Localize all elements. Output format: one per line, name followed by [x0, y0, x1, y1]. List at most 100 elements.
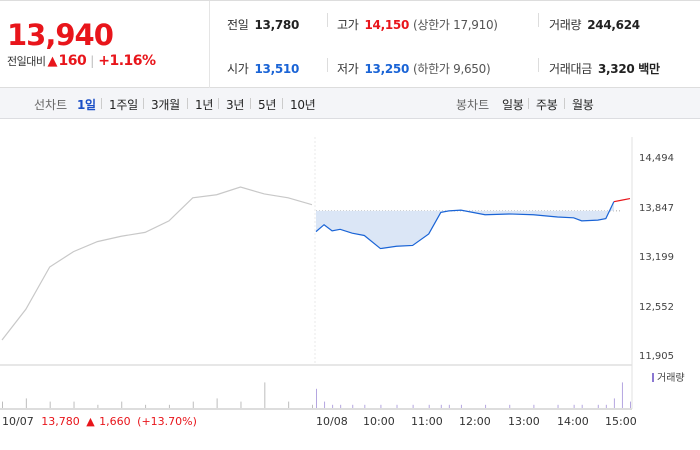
divider	[538, 13, 539, 27]
volume-bar-today	[332, 404, 334, 408]
volume-bar-prev	[288, 401, 290, 408]
up-arrow-icon: ▲	[47, 53, 58, 69]
divider	[327, 58, 328, 72]
volume-legend-label: 거래량	[657, 372, 685, 384]
divider	[327, 13, 328, 27]
volume-bar-today	[621, 382, 623, 408]
tab-1week[interactable]: 1주일	[109, 98, 138, 112]
tab-weekly-candle[interactable]: 주봉	[536, 98, 558, 112]
tab-divider	[143, 98, 144, 109]
candle-chart-label: 봉차트	[456, 98, 490, 112]
stat-value: 13,510	[254, 62, 299, 76]
stat-label: 고가	[337, 18, 359, 32]
current-price: 13,940	[7, 18, 114, 52]
tab-3years[interactable]: 3년	[226, 98, 245, 112]
volume-bar-prev	[145, 404, 147, 408]
x-tick-label: 14:00	[557, 415, 589, 428]
volume-bar-prev	[192, 401, 194, 408]
tab-monthly-candle[interactable]: 월봉	[572, 98, 594, 112]
stat-trade-amount: 거래대금 3,320 백만	[549, 60, 660, 77]
quote-summary: 13,940 전일대비 ▲ 160 | +1.16% 전일 13,780 고가 14…	[0, 0, 700, 89]
volume-bar-prev	[216, 398, 218, 408]
up-arrow-icon: ▲	[86, 415, 95, 428]
tab-10years[interactable]: 10년	[290, 98, 316, 112]
price-chart[interactable]: 14,494 13,847 13,199 12,552 11,905 거래량 1…	[0, 119, 700, 450]
x-tick-label: 13:00	[508, 415, 540, 428]
volume-bar-today	[448, 404, 450, 408]
volume-bar-today	[557, 404, 559, 408]
prev-day-info: 10/07 13,780 ▲ 1,660 (+13.70%)	[2, 415, 197, 428]
volume-bar-today	[352, 404, 354, 408]
stat-label: 저가	[337, 62, 359, 76]
tab-5years[interactable]: 5년	[258, 98, 277, 112]
change-value: 160	[58, 53, 87, 69]
stat-label: 시가	[227, 62, 249, 76]
today-line-down	[315, 201, 615, 250]
line-chart-label: 선차트	[34, 98, 68, 112]
divider	[538, 58, 539, 72]
prev-day-close: 13,780	[41, 415, 80, 428]
price-box: 13,940 전일대비 ▲ 160 | +1.16%	[0, 1, 210, 89]
volume-bar-today	[316, 388, 317, 408]
volume-bar-today	[364, 404, 366, 408]
stat-volume: 거래량 244,624	[549, 16, 640, 33]
stat-value: 14,150	[364, 18, 409, 32]
change-label: 전일대비	[7, 55, 46, 68]
y-axis: 14,494 13,847 13,199 12,552 11,905	[639, 153, 674, 362]
volume-bar-today	[509, 404, 511, 408]
prev-day-change: 1,660	[99, 415, 131, 428]
tab-daily-candle[interactable]: 일봉	[502, 98, 524, 112]
tab-1day[interactable]: 1일	[77, 98, 96, 112]
today-fill-area	[316, 201, 614, 249]
change-percent: +1.16%	[98, 53, 156, 69]
y-tick-label: 13,847	[639, 203, 674, 214]
stat-value: 13,780	[254, 18, 299, 32]
x-tick-label: 10:00	[363, 415, 395, 428]
volume-bars	[2, 382, 631, 408]
separator: |	[90, 54, 95, 68]
x-tick-label: 12:00	[459, 415, 491, 428]
volume-bar-today	[605, 404, 607, 408]
x-tick-label: 15:00	[605, 415, 637, 428]
volume-bar-today	[630, 401, 631, 408]
prev-day-line	[1, 186, 313, 341]
stat-value: 3,320 백만	[597, 62, 660, 76]
tab-divider	[101, 98, 102, 109]
volume-legend: 거래량	[652, 372, 685, 384]
volume-bar-prev	[73, 401, 75, 408]
volume-bar-prev	[168, 404, 170, 408]
volume-bar-today	[613, 398, 615, 408]
stat-prev-close: 전일 13,780	[227, 16, 299, 33]
tab-divider	[528, 98, 529, 109]
tab-3months[interactable]: 3개월	[151, 98, 180, 112]
volume-bar-prev	[49, 401, 51, 408]
tab-divider	[187, 98, 188, 109]
x-tick-label: 11:00	[411, 415, 443, 428]
plot-area	[1, 186, 631, 341]
chart-period-tabs: 선차트 1일 1주일 3개월 1년 3년 5년 10년 봉차트 일봉 주봉 월봉	[0, 88, 700, 119]
x-axis: 10/08 10:00 11:00 12:00 13:00 14:00 15:0…	[316, 415, 637, 428]
stat-label: 거래량	[549, 18, 582, 32]
today-line-up	[613, 197, 631, 203]
volume-bar-today	[533, 404, 535, 408]
tab-divider	[282, 98, 283, 109]
stat-value: 244,624	[587, 18, 640, 32]
volume-bar-today	[440, 404, 442, 408]
volume-bar-today	[340, 404, 342, 408]
volume-bar-today	[581, 404, 583, 408]
volume-bar-prev	[97, 404, 99, 408]
prev-day-date: 10/07	[2, 415, 34, 428]
prev-day-pct: (+13.70%)	[137, 415, 197, 428]
volume-bar-prev	[25, 398, 27, 408]
volume-bar-prev	[240, 401, 242, 408]
tab-divider	[564, 98, 565, 109]
stat-extra: (하한가 9,650)	[413, 62, 491, 76]
volume-bar-today	[324, 401, 326, 408]
tab-1year[interactable]: 1년	[195, 98, 214, 112]
stat-label: 전일	[227, 18, 249, 32]
stat-value: 13,250	[364, 62, 409, 76]
y-tick-label: 11,905	[639, 351, 674, 362]
x-tick-label: 10/08	[316, 415, 348, 428]
tab-divider	[250, 98, 251, 109]
volume-bar-prev	[264, 382, 266, 408]
